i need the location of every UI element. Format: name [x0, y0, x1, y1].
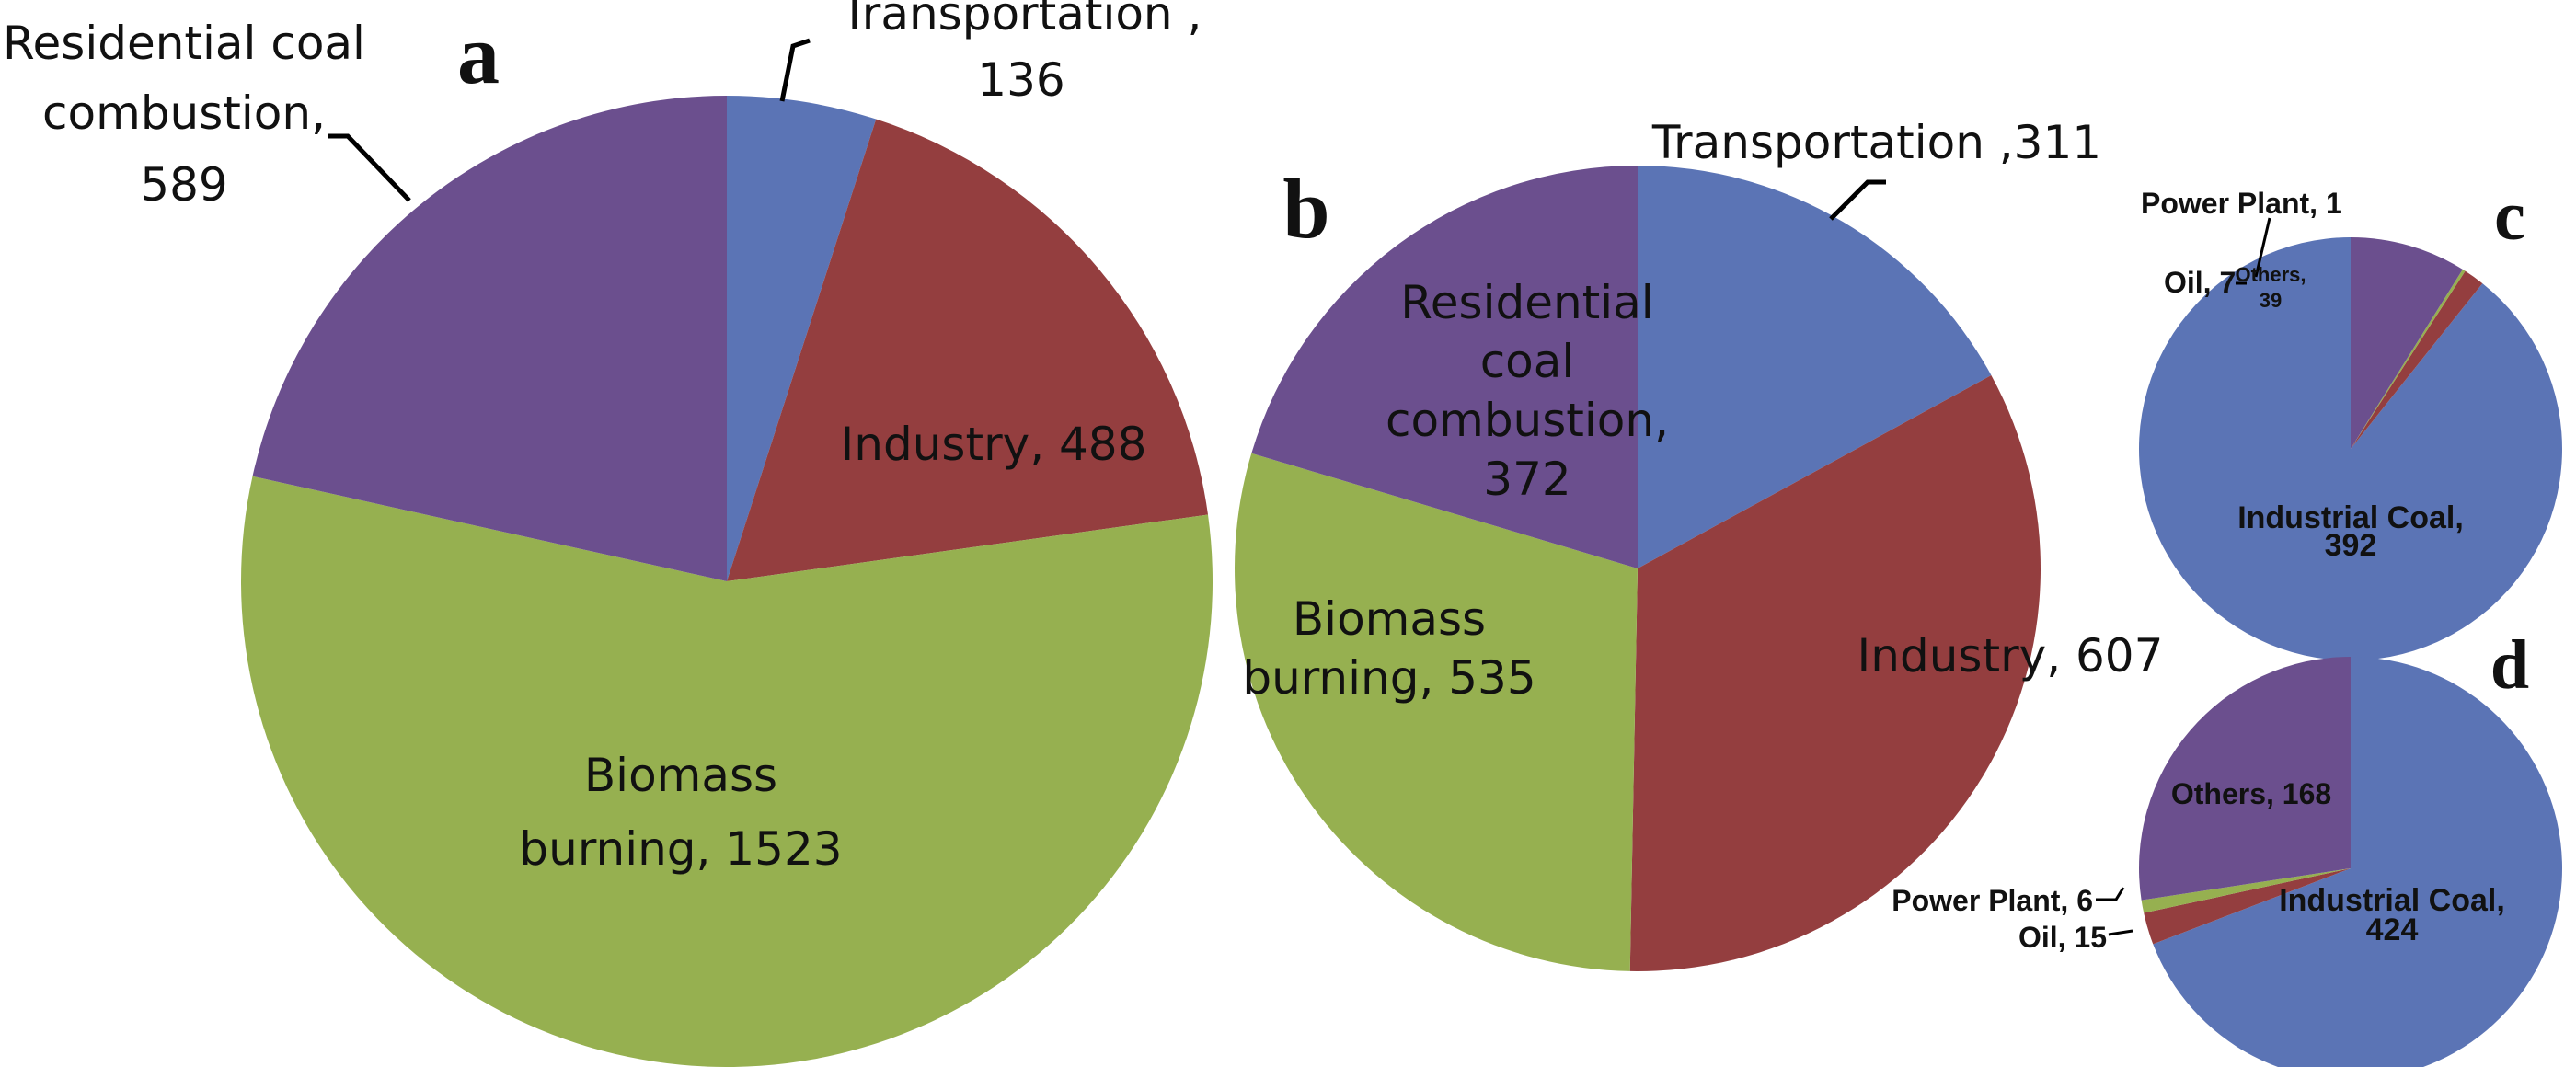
panel-letter-c: c — [2494, 178, 2525, 255]
pie-a-label-residential-2: combustion, — [42, 86, 326, 140]
pie-chart-a: a Transportation , 136 Industry, 488 Bio… — [3, 0, 1213, 1067]
pie-b-leader-transportation — [1829, 179, 1886, 221]
pie-a-slice-industry-488 — [727, 119, 1208, 582]
pie-c-label-industrial-coal-1: Industrial Coal, — [2237, 500, 2464, 535]
pie-b-label-biomass-1: Biomass — [1293, 592, 1486, 646]
pie-b-label-biomass-2: burning, 535 — [1242, 651, 1535, 705]
pie-a-label-transportation-value: 136 — [977, 53, 1064, 107]
pie-a-slice-residential-coal — [252, 96, 727, 581]
pie-d-label-others: Others, 168 — [2171, 777, 2331, 810]
pie-c-label-industrial-coal-2: 392 — [2325, 528, 2377, 563]
pie-c-label-others-2: 39 — [2260, 289, 2282, 312]
pie-c-label-power-plant: Power Plant, 1 — [2141, 187, 2342, 220]
pie-b-slice-biomass — [1235, 453, 1638, 971]
pie-b-slice-industry-607 — [1629, 374, 2041, 971]
pie-chart-d: d Power Plant, 6 Oil, 15 Others, 168 Ind… — [1892, 626, 2562, 1067]
pie-d-leader-power-plant — [2096, 887, 2125, 901]
pie-a-label-biomass-2: burning, 1523 — [519, 822, 842, 876]
pie-b-label-transportation: Transportation ,311 — [1651, 116, 2101, 169]
pie-chart-b: b Transportation ,311 Industry, 607 Biom… — [1235, 116, 2163, 971]
pie-c-slice-power-plant-1 — [2351, 269, 2466, 449]
pie-d-label-oil: Oil, 15 — [2018, 921, 2107, 954]
pie-d-label-power-plant: Power Plant, 6 — [1892, 884, 2093, 917]
pie-d-slice-others-168 — [2138, 657, 2351, 901]
pie-b-label-residential-4: 372 — [1483, 453, 1570, 506]
pie-a-slice-transportation — [727, 96, 877, 581]
pie-a-label-biomass-1: Biomass — [584, 749, 777, 802]
pie-b-slice-residential — [1251, 166, 1638, 568]
panel-letter-a: a — [457, 7, 500, 101]
pie-a-leader-residential — [328, 133, 411, 202]
pie-b-slice-transportation-311 — [1638, 166, 1992, 568]
pie-c-slice-others — [2351, 237, 2463, 449]
pie-d-label-industrial-coal-1: Industrial Coal, — [2279, 883, 2505, 918]
pie-b-label-residential-1: Residential — [1400, 276, 1653, 329]
pie-d-label-industrial-coal-2: 424 — [2366, 912, 2419, 947]
pie-b-label-residential-2: coal — [1480, 335, 1575, 388]
pie-d-slice-industrial-coal — [2153, 657, 2562, 1067]
pie-c-label-others-1: Others, — [2235, 263, 2306, 286]
pie-c-slices — [2138, 237, 2562, 660]
pie-c-label-oil: Oil, 7 — [2164, 266, 2236, 299]
pie-c-leader-power-plant — [2254, 217, 2271, 278]
pie-a-leader-transportation — [779, 38, 811, 102]
pie-a-label-residential-1: Residential coal — [3, 17, 365, 70]
pie-d-slice-power-plant-6 — [2141, 868, 2351, 913]
pie-b-label-residential-3: combustion, — [1386, 394, 1669, 447]
panel-letter-b: b — [1282, 162, 1329, 256]
pie-a-slice-biomass — [241, 476, 1213, 1067]
pie-d-slices — [2138, 657, 2562, 1067]
pie-c-slice-industrial-coal — [2138, 237, 2562, 660]
pie-b-label-industry: Industry, 607 — [1857, 629, 2164, 683]
pie-c-slice-oil-7 — [2351, 270, 2483, 449]
pie-a-label-residential-3: 589 — [140, 158, 227, 212]
pie-a-label-industry: Industry, 488 — [841, 418, 1147, 471]
pie-b-slices — [1235, 166, 2041, 971]
panel-letter-d: d — [2490, 626, 2529, 704]
pie-a-label-transportation: Transportation , — [840, 0, 1202, 40]
pie-d-leader-oil — [2108, 929, 2133, 936]
pie-chart-c: c Power Plant, 1 Oil, 7 Others, 39 Indus… — [2138, 178, 2562, 660]
pie-d-slice-oil-15 — [2144, 868, 2351, 945]
pie-a-slices — [241, 96, 1213, 1067]
